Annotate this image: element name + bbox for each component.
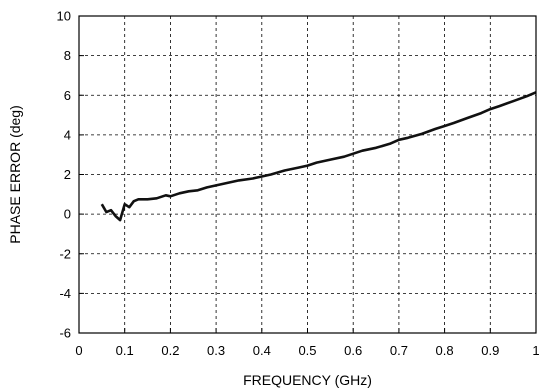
phase-error-line bbox=[100, 91, 537, 222]
x-tick-label: 0.3 bbox=[207, 343, 225, 358]
y-tick-label: 4 bbox=[64, 127, 71, 142]
series-group bbox=[100, 91, 537, 222]
x-tick-label: 0.5 bbox=[298, 343, 316, 358]
tick-marks bbox=[78, 15, 537, 334]
x-tick-label: 0.9 bbox=[481, 343, 499, 358]
x-axis-label: FREQUENCY (GHz) bbox=[243, 372, 372, 388]
y-tick-labels: -6 -4 -2 0 2 4 6 8 10 bbox=[57, 9, 71, 341]
y-tick-label: 0 bbox=[64, 207, 71, 222]
grid-lines bbox=[79, 16, 536, 333]
y-tick-label: -2 bbox=[59, 246, 71, 261]
x-tick-label: 0.4 bbox=[253, 343, 271, 358]
x-tick-labels: 0 0.1 0.2 0.3 0.4 0.5 0.6 0.7 0.8 0.9 1 bbox=[75, 343, 539, 358]
x-tick-label: 0.6 bbox=[344, 343, 362, 358]
y-tick-label: 2 bbox=[64, 167, 71, 182]
x-tick-label: 0.8 bbox=[436, 343, 454, 358]
x-tick-label: 1 bbox=[532, 343, 539, 358]
x-tick-label: 0 bbox=[75, 343, 82, 358]
x-tick-label: 0.1 bbox=[116, 343, 134, 358]
y-tick-label: 10 bbox=[57, 9, 71, 24]
y-tick-label: 6 bbox=[64, 88, 71, 103]
y-tick-label: -4 bbox=[59, 286, 71, 301]
y-axis-label: PHASE ERROR (deg) bbox=[7, 105, 23, 243]
y-tick-label: 8 bbox=[64, 48, 71, 63]
y-tick-label: -6 bbox=[59, 326, 71, 341]
x-tick-label: 0.7 bbox=[390, 343, 408, 358]
x-tick-label: 0.2 bbox=[161, 343, 179, 358]
